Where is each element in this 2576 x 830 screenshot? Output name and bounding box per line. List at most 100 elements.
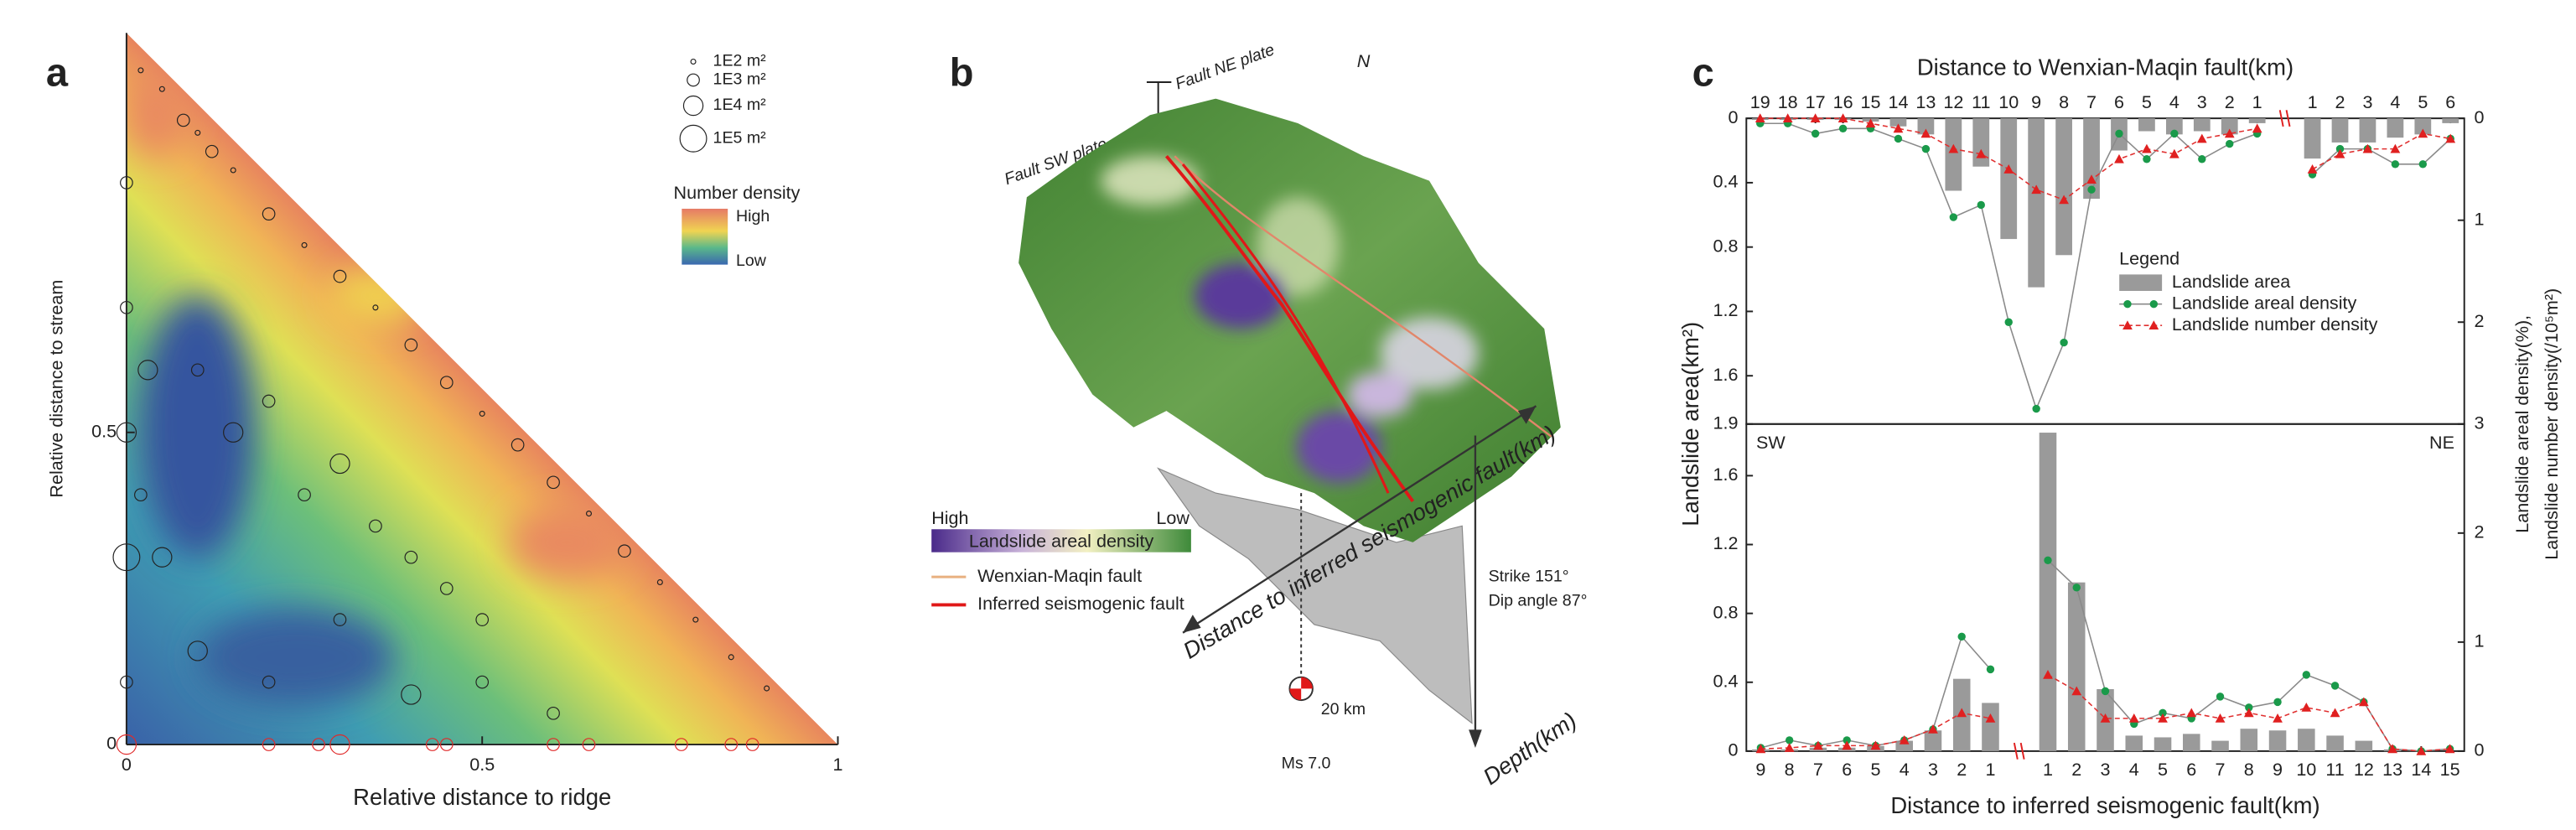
legend-colorbar — [931, 529, 1191, 552]
landslide-point — [439, 738, 454, 751]
marker — [2226, 139, 2234, 148]
density-heatmap — [126, 33, 838, 745]
colorbar-high: High — [736, 207, 770, 226]
marker — [2330, 708, 2340, 718]
marker — [2243, 708, 2254, 718]
marker — [2273, 698, 2282, 707]
bar — [2154, 737, 2172, 751]
legend-label: Wenxian-Maqin fault — [977, 565, 1142, 586]
bar — [2193, 118, 2211, 132]
x-tick-label: 8 — [2244, 759, 2254, 780]
landslide-point — [369, 519, 382, 533]
marker — [2362, 143, 2373, 153]
marker — [2143, 155, 2151, 163]
size-legend-marker — [679, 124, 707, 153]
y2-axis-title: Landslide number density(/10⁵m²) — [2541, 288, 2562, 560]
x-tick-label: 14 — [2411, 759, 2431, 780]
bar — [2165, 118, 2183, 135]
x-tick-label: 3 — [1928, 759, 1938, 780]
size-legend-marker — [690, 58, 697, 65]
bar — [2359, 118, 2376, 143]
marker — [2387, 744, 2397, 754]
x-tick-label: 9 — [1755, 759, 1765, 780]
y2-tick-label: 1 — [2474, 208, 2484, 229]
landslide-point — [582, 738, 596, 751]
y-tick-label: 0.8 — [1713, 601, 1739, 622]
marker — [1894, 134, 1903, 143]
landslide-point — [230, 167, 236, 174]
legend-swatch — [2123, 299, 2132, 309]
marker — [2335, 144, 2345, 153]
landslide-point — [547, 738, 560, 751]
focal-mechanism — [1289, 677, 1313, 701]
annotation: SW — [1756, 432, 1786, 453]
cross-section — [1156, 467, 1473, 724]
landslide-point — [312, 738, 325, 751]
x-tick-label: 0 — [122, 754, 132, 775]
y-tick-label: 1.9 — [1713, 412, 1739, 433]
marker — [2445, 133, 2456, 143]
landslide-point — [137, 360, 158, 381]
x-tick-label: 1 — [833, 754, 843, 775]
landslide-point — [618, 544, 631, 558]
landslide-point — [439, 376, 454, 390]
arrowhead — [1517, 406, 1537, 424]
bar — [2055, 118, 2072, 256]
distance-axis — [1182, 405, 1537, 634]
y-axis-title: Relative distance to stream — [45, 280, 66, 498]
marker — [2114, 153, 2124, 163]
marker — [2059, 195, 2069, 205]
landslide-point — [511, 438, 525, 452]
legend-label: Landslide number density — [2172, 314, 2378, 335]
x-axis-title: Distance to Wenxian-Maqin fault(km) — [1917, 54, 2294, 80]
bar — [2183, 734, 2200, 751]
axis-break — [2013, 742, 2019, 760]
arrowhead — [1183, 615, 1201, 633]
x-tick-label: 6 — [2445, 91, 2455, 112]
landslide-point — [116, 422, 137, 443]
marker — [1986, 665, 1995, 674]
marker — [2004, 318, 2013, 326]
marker — [1977, 200, 1985, 210]
arrowhead — [1469, 729, 1482, 748]
panel-label: a — [46, 50, 69, 95]
x-tick-label: 10 — [1998, 91, 2019, 112]
diagram: b Fault SW plate Fault NE plate N Distan… — [931, 40, 1587, 790]
y2-tick-label: 3 — [2474, 412, 2484, 433]
bar — [2221, 118, 2238, 135]
marker — [2031, 184, 2042, 195]
bar — [2125, 735, 2143, 751]
marker — [2071, 686, 2082, 696]
y-tick-label: 0.8 — [1713, 235, 1739, 256]
marker — [2418, 128, 2428, 138]
x-tick-label: 17 — [1806, 91, 1826, 112]
marker — [1870, 740, 1881, 750]
x-tick-label: 1 — [2043, 759, 2053, 780]
x-tick-label: 3 — [2197, 91, 2207, 112]
bar — [2240, 729, 2258, 751]
legend-swatch — [2122, 320, 2133, 330]
marker — [1957, 632, 1966, 641]
x-tick-label: 6 — [2114, 91, 2124, 112]
marker — [1784, 743, 1795, 752]
landslide-point — [298, 488, 311, 502]
landslide-point — [262, 207, 276, 220]
bar — [2083, 118, 2100, 200]
x-tick-label: 15 — [2440, 759, 2460, 780]
x-tick-label: 0.5 — [469, 754, 495, 775]
y-tick-label: 1.6 — [1713, 364, 1739, 385]
landslide-point — [329, 453, 350, 475]
landslide-point — [404, 338, 418, 352]
bar — [2248, 118, 2266, 123]
x-tick-label: 7 — [1813, 759, 1823, 780]
y-tick-label: 0.5 — [91, 420, 117, 441]
x-tick-label: 5 — [2158, 759, 2168, 780]
marker — [2101, 687, 2110, 696]
marker — [2032, 404, 2040, 413]
x-tick-label: 3 — [2101, 759, 2111, 780]
landslide-point — [329, 734, 350, 755]
colorbar-title: Number density — [674, 182, 801, 203]
x-tick-label: 5 — [2418, 91, 2428, 112]
x-tick-label: 1 — [1985, 759, 1995, 780]
marker — [1755, 744, 1766, 754]
